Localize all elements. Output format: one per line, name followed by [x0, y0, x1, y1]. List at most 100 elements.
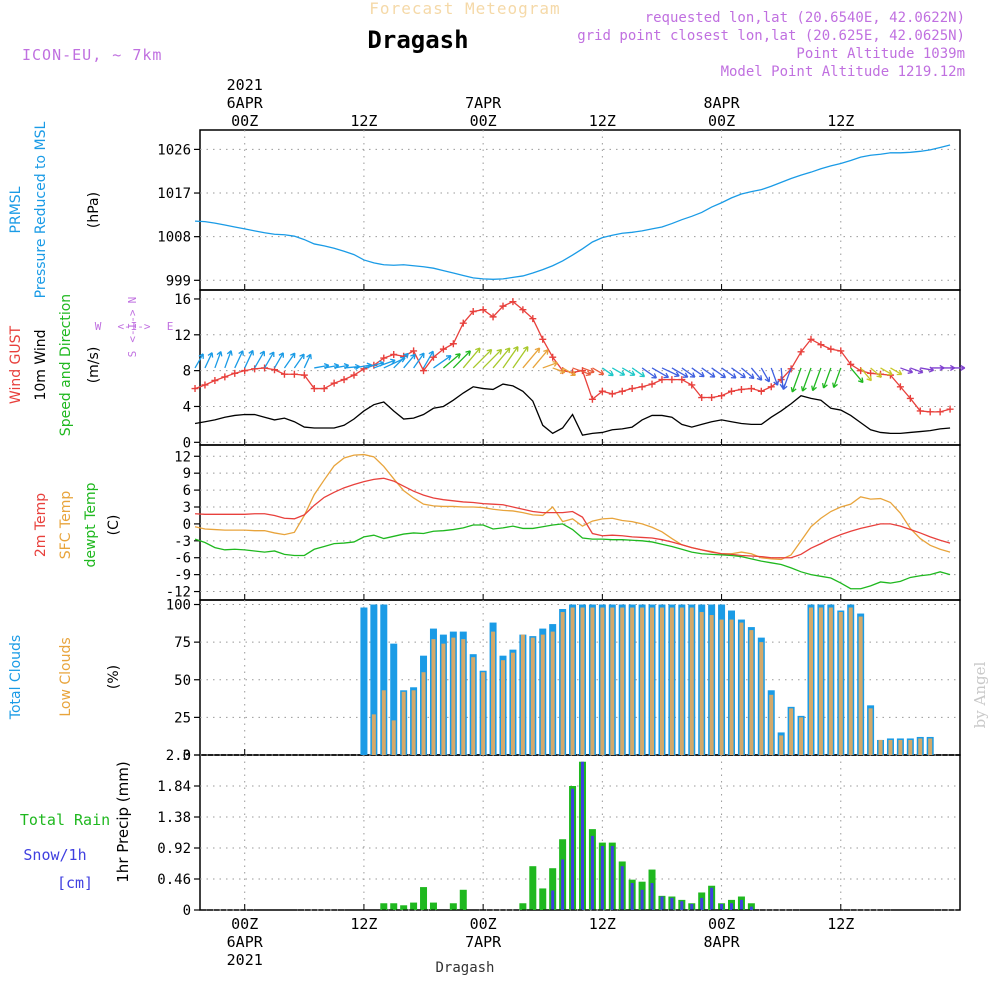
wind-direction-arrow [860, 367, 872, 382]
snow-bar [680, 901, 684, 910]
snow-unit-label: [cm] [57, 874, 93, 892]
y-tick-label: 12 [174, 328, 191, 344]
y-tick-label: 100 [166, 598, 191, 614]
info-line: requested lon,lat (20.6540E, 42.0622N) [645, 10, 965, 26]
top-time-label: 00Z [470, 112, 497, 130]
gust-marker [489, 313, 497, 321]
rain-bar [549, 868, 557, 910]
low-cloud-bar [481, 672, 486, 755]
rain-label: Total Rain [20, 811, 110, 829]
panel-label: PRMSL [8, 186, 24, 233]
y-tick-label: 0.46 [157, 872, 191, 888]
panel-label: Total Clouds [8, 635, 24, 720]
wind-direction-arrow [641, 367, 658, 379]
low-cloud-bar [719, 619, 724, 755]
wind-direction-arrow [950, 364, 966, 372]
wind-direction-arrow [621, 367, 636, 376]
gust-marker [211, 376, 219, 384]
panel-label: 10m Wind [33, 329, 49, 400]
gust-marker [420, 367, 428, 375]
info-line: Point Altitude 1039m [796, 46, 965, 62]
y-tick-label: 1026 [157, 142, 191, 158]
wind-direction-arrow [681, 367, 696, 378]
gust-marker [300, 371, 308, 379]
wind-direction-arrow [910, 367, 924, 375]
panel-label: (%) [106, 665, 122, 689]
low-cloud-bar [620, 607, 625, 755]
gust-marker [946, 405, 954, 413]
low-cloud-bar [799, 717, 804, 755]
wind-direction-arrow [462, 347, 481, 369]
total-cloud-bar [390, 643, 398, 755]
gust-marker [936, 408, 944, 416]
wind-direction-arrow [413, 352, 425, 369]
panel-label: dewpt Temp [83, 482, 99, 567]
low-cloud-bar [411, 690, 416, 755]
low-cloud-bar [689, 607, 694, 755]
gust-marker [916, 407, 924, 415]
low-cloud-bar [828, 607, 833, 755]
gust-marker [231, 369, 239, 377]
gust-marker [807, 335, 815, 343]
snow-bar [640, 889, 644, 910]
snow-bar [710, 887, 714, 910]
low-cloud-bar [789, 708, 794, 755]
snow-bar [730, 903, 734, 910]
low-cloud-bar [461, 639, 466, 755]
y-tick-label: 4 [183, 399, 191, 415]
low-cloud-bar [520, 634, 525, 755]
gust-marker [618, 387, 626, 395]
wind-direction-arrow [522, 347, 541, 369]
wind-direction-arrow [900, 367, 914, 374]
wind-direction-arrow [512, 346, 529, 369]
snow-label: Snow/1h [23, 846, 86, 864]
gust-marker [350, 371, 358, 379]
panel-label: Speed and Direction [58, 294, 74, 436]
gust-marker [757, 387, 765, 395]
wind-direction-arrow [832, 367, 842, 388]
low-cloud-bar [699, 612, 704, 755]
y-tick-label: 3 [183, 500, 191, 516]
snow-bar [630, 883, 634, 910]
wind-direction-arrow [264, 351, 275, 369]
gust-marker [459, 319, 467, 327]
wind-direction-arrow [701, 367, 716, 378]
low-cloud-bar [560, 612, 565, 755]
wind-direction-arrow [631, 367, 646, 378]
low-cloud-bar [590, 607, 595, 755]
gust-marker [191, 385, 199, 393]
top-time-label: 6APR [227, 94, 264, 112]
wind-direction-arrow [403, 353, 416, 369]
panel-frame [199, 444, 961, 601]
gust-marker [529, 315, 537, 323]
low-cloud-bar [868, 708, 873, 755]
y-tick-label: 0 [183, 435, 191, 451]
low-cloud-bar [441, 643, 446, 755]
gust-marker [896, 383, 904, 391]
rain-bar [390, 903, 398, 910]
watermark: by Angel [971, 661, 989, 728]
wind-direction-arrow [582, 367, 595, 374]
wind-direction-arrow [741, 367, 755, 380]
panel-label: (m/s) [86, 347, 102, 384]
gust-marker [280, 370, 288, 378]
low-cloud-bar [600, 607, 605, 755]
low-cloud-bar [928, 738, 933, 755]
gust-marker [847, 360, 855, 368]
info-line: grid point closest lon,lat (20.625E, 42.… [577, 28, 965, 44]
gust-marker [479, 306, 487, 314]
compass-arrow: <-I-> [117, 320, 150, 333]
footer-label: Dragash [435, 960, 494, 976]
wind-direction-arrow [393, 352, 409, 369]
y-tick-label: 6 [183, 483, 191, 499]
gust-marker [737, 385, 745, 393]
y-tick-label: 75 [174, 635, 191, 651]
wind-direction-arrow [442, 353, 461, 369]
gust-marker [251, 365, 259, 373]
wind-direction-arrow [731, 367, 746, 379]
temp-2m-line [194, 477, 951, 559]
bottom-time-label: 12Z [827, 915, 854, 933]
gust-marker [221, 373, 229, 381]
snow-bar [700, 897, 704, 910]
